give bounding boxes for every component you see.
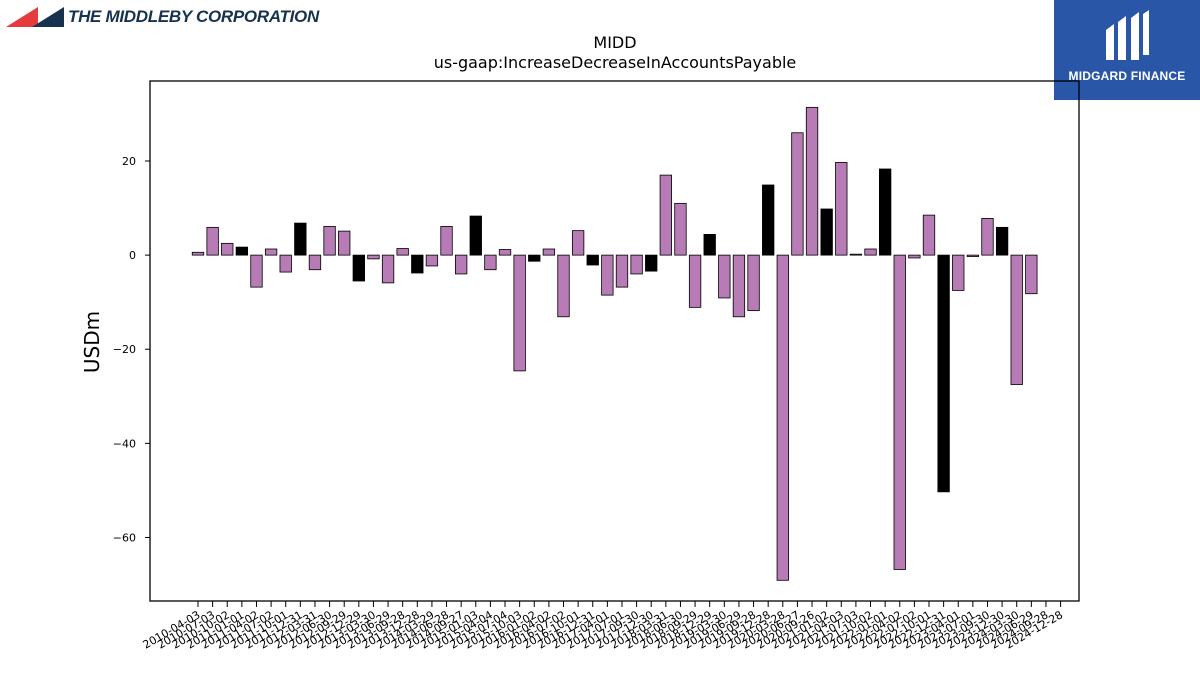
plot-frame (149, 80, 1080, 602)
bar-2018-12-29 (703, 234, 716, 256)
y-axis-label: USDm (80, 311, 104, 373)
x-axis-ticks: 2010-04-032010-07-032010-10-022011-01-01… (141, 601, 1065, 652)
bar-2011-07-02 (264, 248, 278, 256)
bar-2015-01-03 (469, 215, 482, 256)
bar-2018-03-31 (659, 174, 672, 256)
bar-2013-06-29 (381, 254, 395, 284)
company-name: THE MIDDLEBY CORPORATION (68, 7, 319, 26)
bar-2019-06-29 (732, 254, 746, 318)
bar-2020-09-26 (805, 106, 819, 256)
bar-2018-09-29 (688, 254, 702, 308)
bar-2014-06-28 (440, 226, 453, 256)
bar-2019-09-28 (747, 254, 760, 312)
bar-2022-04-02 (893, 254, 906, 570)
bar-2011-12-31 (294, 222, 307, 256)
bar-2016-12-31 (586, 254, 599, 266)
bar-2014-03-29 (425, 254, 439, 267)
bar-2020-03-28 (776, 254, 789, 581)
bar-2017-07-01 (615, 254, 629, 288)
bar-2011-01-01 (235, 246, 249, 256)
company-logo: THE MIDDLEBY CORPORATION (6, 6, 319, 28)
bar-2022-10-01 (922, 214, 936, 256)
bar-2016-10-01 (571, 230, 585, 256)
bar-2016-01-02 (528, 254, 541, 262)
bar-2017-04-01 (601, 254, 614, 296)
bar-2013-03-30 (367, 254, 380, 260)
bar-2023-04-01 (952, 254, 965, 291)
bar-2024-03-30 (1010, 254, 1023, 385)
bar-2022-01-01 (878, 168, 892, 256)
bar-2017-09-30 (630, 254, 643, 275)
bar-2011-04-02 (250, 254, 263, 288)
bar-2010-10-02 (221, 242, 234, 256)
bar-2023-07-01 (966, 254, 980, 257)
bars-group (191, 106, 1038, 581)
bar-2021-04-03 (835, 162, 848, 256)
bar-2017-12-30 (645, 254, 658, 272)
bar-2021-10-02 (864, 248, 877, 256)
bar-2015-04-04 (484, 254, 497, 271)
bar-2016-04-02 (542, 248, 556, 256)
bar-2015-10-03 (513, 254, 526, 372)
bar-2019-12-28 (762, 184, 775, 256)
bar-2012-12-29 (352, 254, 365, 282)
bar-2014-09-27 (455, 254, 468, 275)
y-tick-label: −60 (113, 531, 136, 544)
bar-2021-07-03 (849, 253, 863, 256)
bar-2023-12-30 (995, 226, 1009, 256)
bar-2020-06-27 (791, 132, 804, 256)
bar-2022-12-31 (937, 254, 950, 493)
bar-2012-03-31 (308, 254, 322, 271)
y-tick-label: 20 (122, 155, 136, 168)
chart-title: MIDD (593, 33, 636, 52)
bar-2011-10-01 (279, 254, 292, 273)
bar-2010-04-03 (191, 251, 205, 256)
bar-2012-06-30 (323, 226, 336, 256)
bar-2015-07-04 (498, 249, 512, 256)
partner-logo: MIDGARD FINANCE (1054, 0, 1200, 100)
bar-2010-07-03 (206, 226, 219, 256)
bar-2013-09-28 (396, 248, 409, 256)
bar-2018-06-30 (674, 202, 687, 256)
bar-2016-07-02 (557, 254, 570, 318)
bar-2021-01-02 (820, 208, 833, 256)
chart-subtitle: us-gaap:IncreaseDecreaseInAccountsPayabl… (434, 53, 797, 72)
bar-2024-06-29 (1025, 254, 1038, 295)
y-tick-label: −40 (113, 437, 136, 450)
bar-2013-12-28 (411, 254, 424, 274)
y-axis-ticks: 20 0 −20 −40 −60 (113, 155, 150, 544)
bar-2012-09-29 (338, 230, 351, 256)
partner-name: MIDGARD FINANCE (1068, 69, 1186, 83)
partner-logo-icon (1106, 10, 1149, 60)
y-tick-label: 0 (129, 249, 136, 262)
company-logo-icon (6, 7, 64, 27)
bar-2019-03-30 (718, 254, 731, 299)
bar-2022-07-02 (908, 254, 921, 259)
bar-2023-09-30 (981, 218, 994, 256)
y-tick-label: −20 (113, 343, 136, 356)
